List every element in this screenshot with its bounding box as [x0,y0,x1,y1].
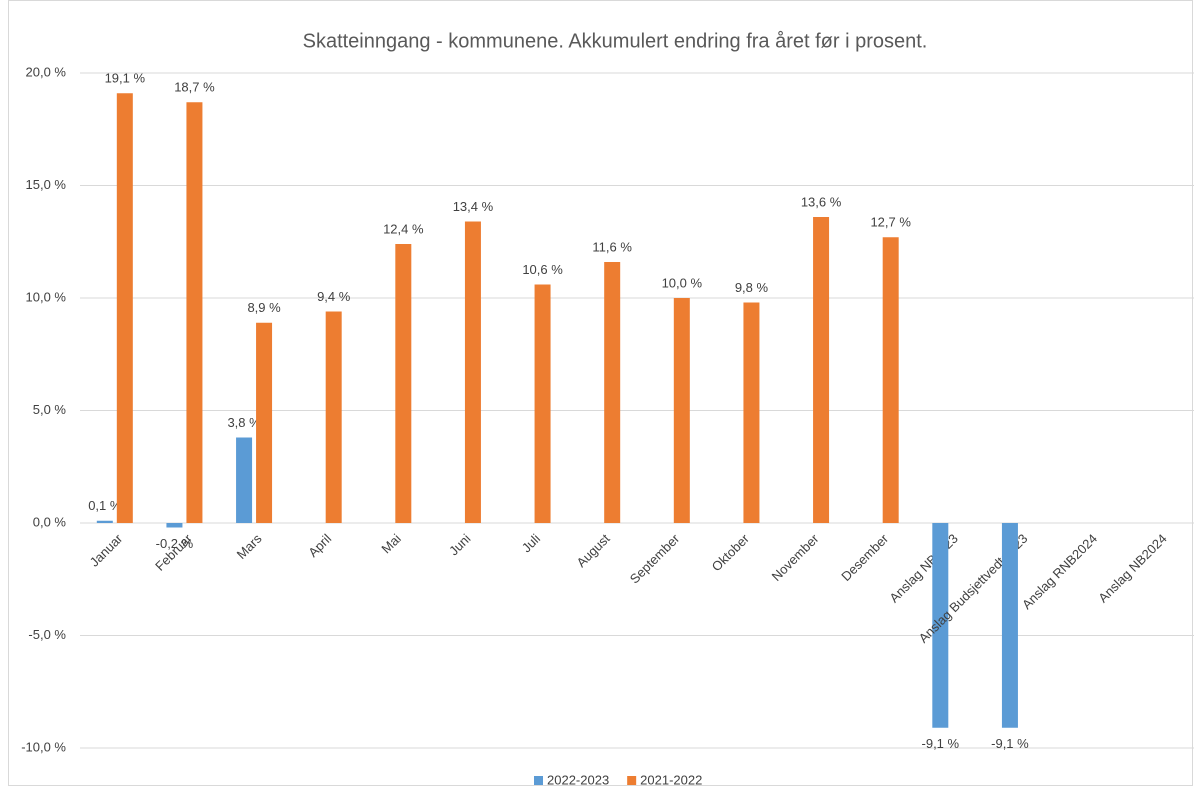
data-label: 9,8 % [735,280,769,295]
y-tick-label: 10,0 % [26,289,67,304]
data-label: 12,4 % [383,221,424,236]
y-tick-label: -5,0 % [28,627,66,642]
bar [116,93,133,523]
bar [673,298,690,523]
y-tick-label: -10,0 % [21,739,66,754]
data-label: 19,1 % [105,71,146,86]
bar [256,322,273,523]
bar [813,217,830,523]
legend-label: 2022-2023 [547,772,609,787]
data-label: 12,7 % [870,215,911,230]
data-label: 13,4 % [453,199,494,214]
legend-swatch [534,776,543,785]
chart-title: Skatteinngang - kommunene. Akkumulert en… [303,30,928,52]
bar [932,523,949,728]
bar [166,523,183,528]
bar [464,221,481,523]
bar [1001,523,1018,728]
data-label: 3,8 % [227,415,261,430]
bar [882,237,899,523]
bar [325,311,342,523]
bar [534,284,551,523]
data-label: 8,9 % [247,300,281,315]
data-label: -0,2 % [156,536,194,551]
bar [743,302,760,523]
data-label: 0,1 % [88,498,122,513]
bar [395,244,412,523]
y-tick-label: 5,0 % [33,402,67,417]
data-label: 11,6 % [592,239,632,254]
data-label: -9,1 % [991,736,1029,751]
data-label: 10,6 % [522,262,563,277]
data-label: 18,7 % [174,80,215,95]
data-label: 9,4 % [317,289,351,304]
chart-frame [8,0,1193,786]
y-tick-label: 0,0 % [33,514,67,529]
bar [96,520,113,523]
bar [186,102,203,523]
data-label: 10,0 % [662,275,703,290]
bar [236,437,253,523]
legend-swatch [627,776,637,785]
y-tick-label: 20,0 % [26,64,67,79]
bar [604,262,621,523]
data-label: -9,1 % [922,736,960,751]
y-tick-label: 15,0 % [26,177,67,192]
data-label: 13,6 % [801,194,842,209]
legend-label: 2021-2022 [640,772,702,787]
